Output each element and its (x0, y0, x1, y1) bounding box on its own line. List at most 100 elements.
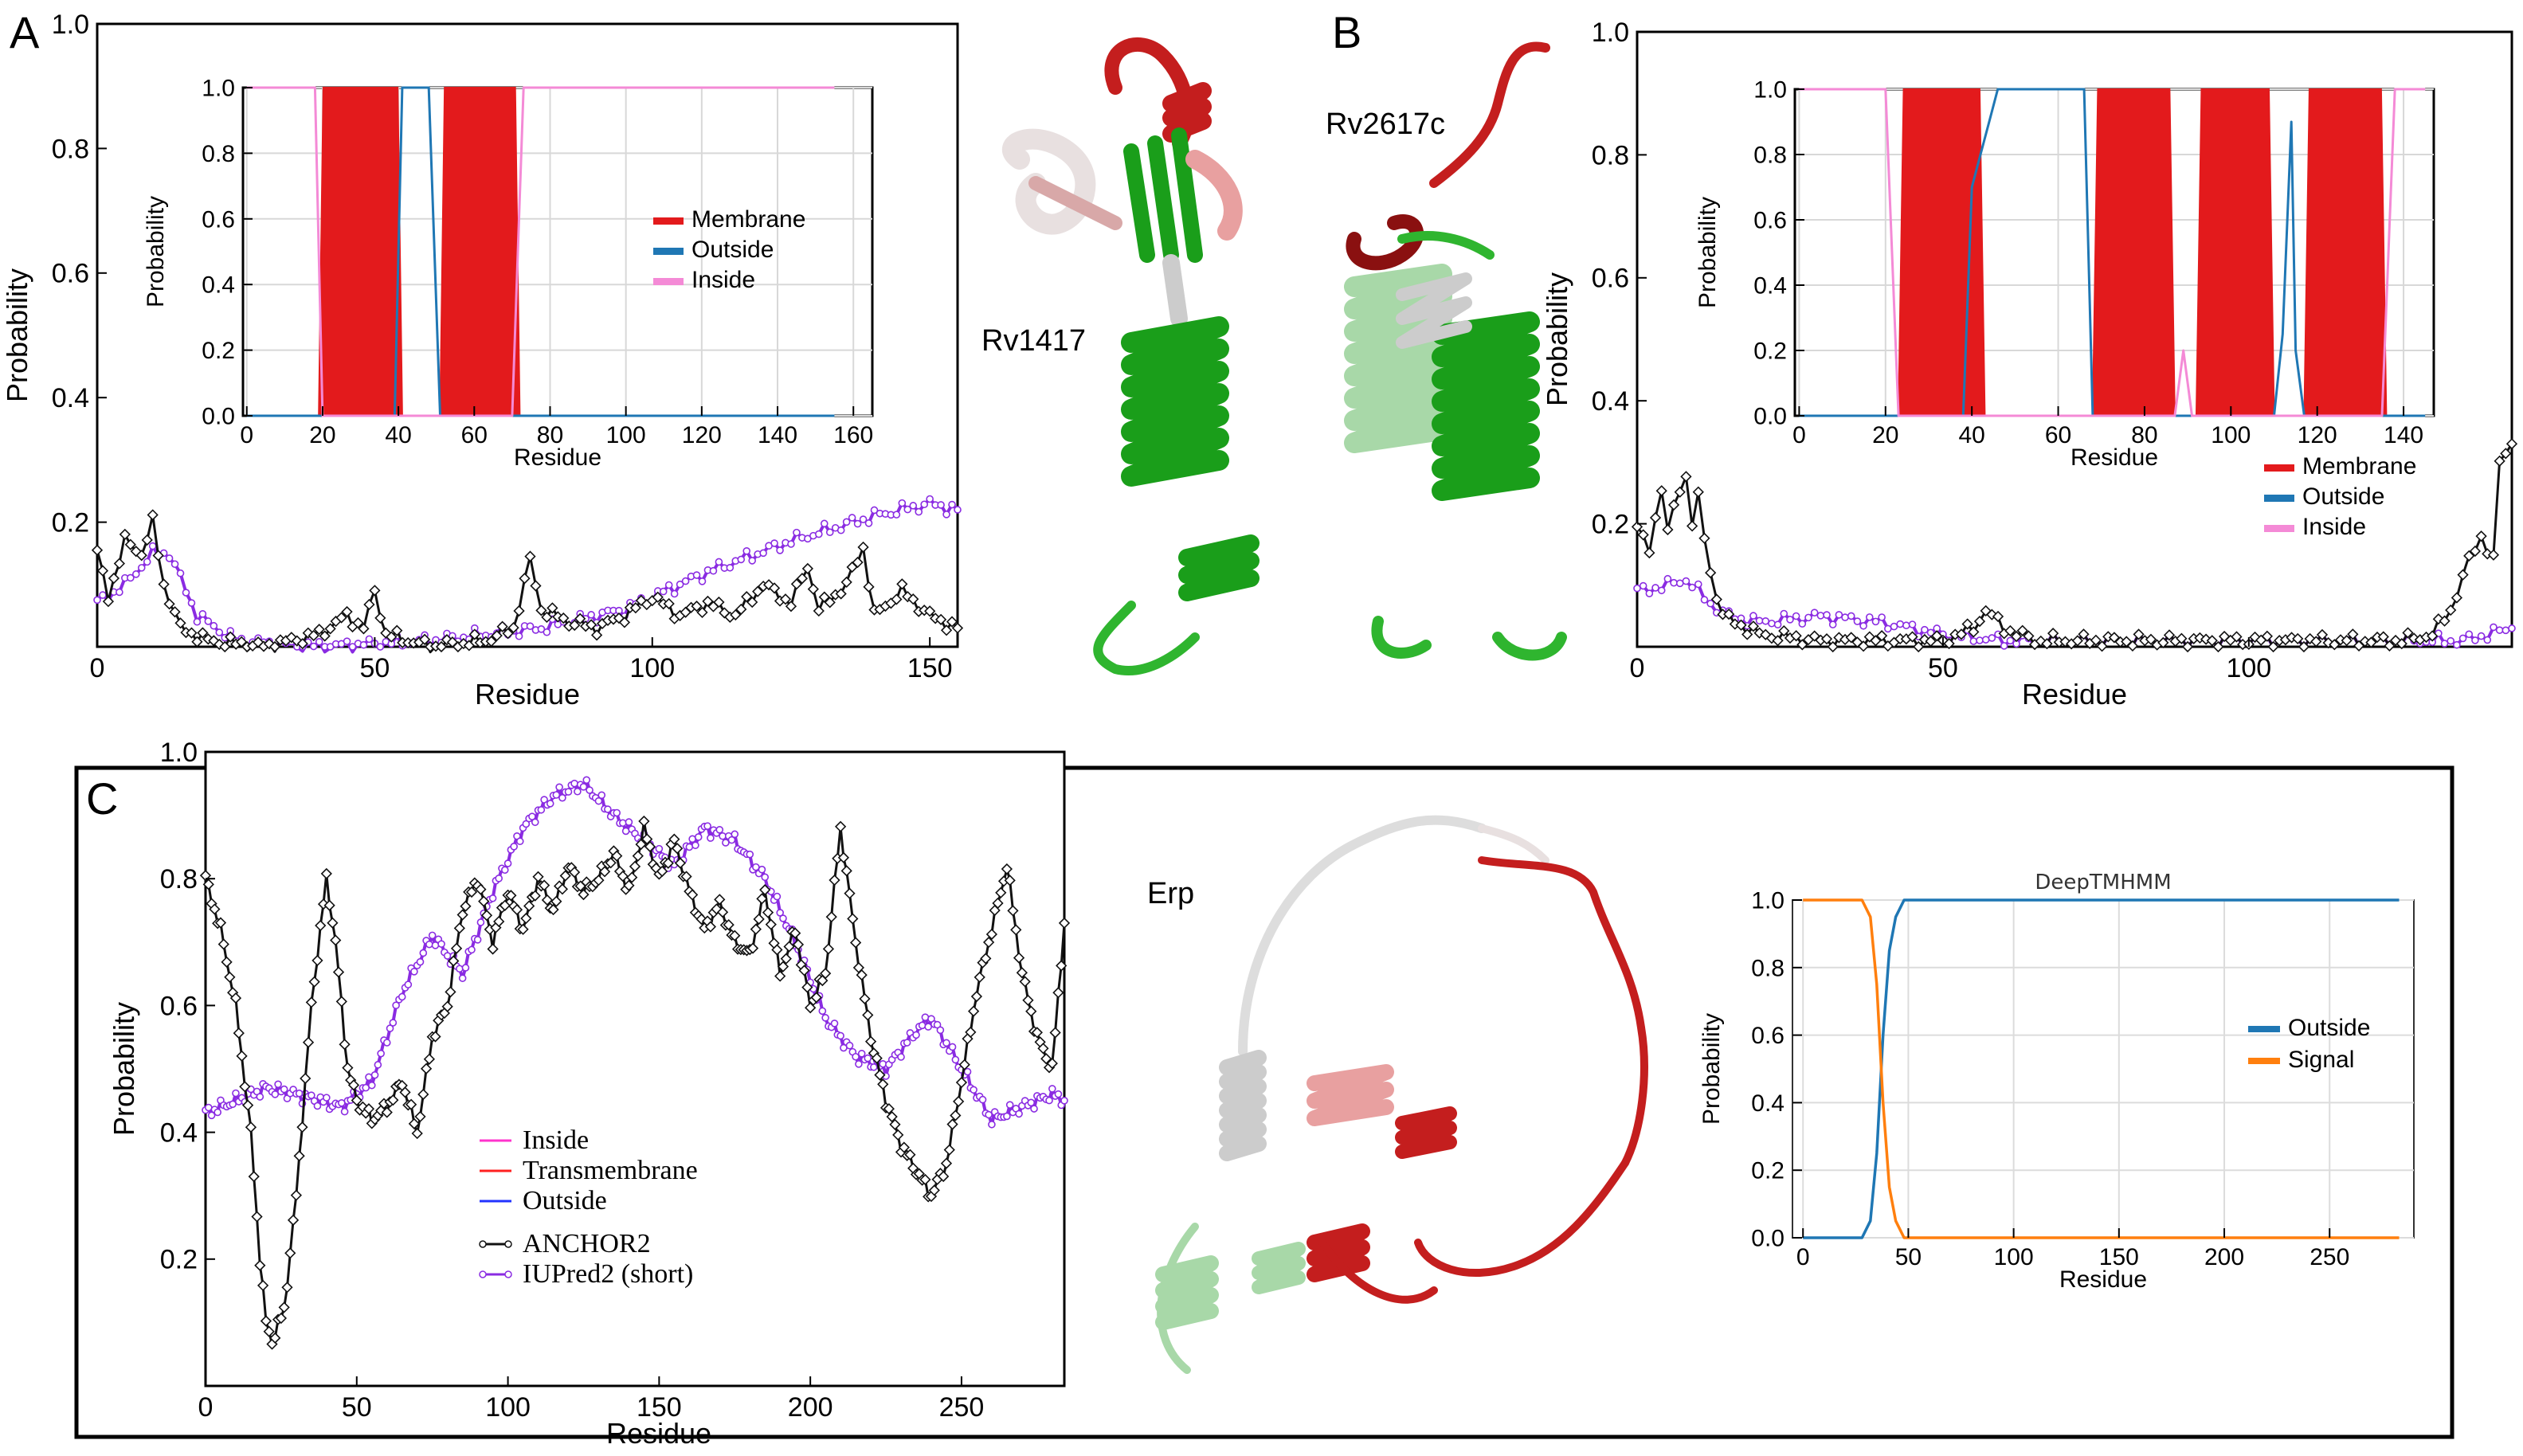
anchor2-marker (2487, 549, 2500, 561)
panel-letter-a: A (10, 7, 40, 57)
plot-frame (204, 750, 1066, 1388)
y-tick-label: 0.8 (1592, 140, 1629, 170)
anchor2-marker (902, 590, 914, 603)
x-tick-label: 50 (342, 1392, 372, 1423)
x-tick-label: 50 (359, 653, 390, 683)
iupred2-marker (425, 940, 433, 949)
anchor2-marker (1056, 960, 1068, 972)
x-tick-label: 160 (833, 422, 873, 448)
anchor2-marker (691, 600, 703, 613)
iupred2-marker (127, 573, 135, 582)
anchor2-marker (822, 943, 835, 955)
anchor2-marker (341, 605, 353, 618)
iupred2-marker (582, 776, 591, 785)
y-tick-label: 1.0 (1592, 18, 1629, 48)
anchor2-marker (898, 1141, 910, 1153)
iupred2-marker (698, 577, 707, 585)
anchor2-marker (928, 1184, 940, 1196)
anchor2-marker (1961, 618, 1973, 630)
legend-swatch (2264, 464, 2294, 472)
iupred2-marker (313, 1102, 322, 1110)
anchor2-marker (387, 1094, 399, 1106)
iupred2-marker (820, 519, 829, 528)
iupred2-marker (926, 495, 934, 503)
anchor2-marker (174, 617, 186, 629)
iupred2-marker (1688, 583, 1696, 592)
anchor2-marker (946, 1118, 958, 1130)
anchor2-marker (2035, 635, 2047, 648)
anchor2-marker (940, 624, 953, 636)
iupred2-marker (537, 805, 546, 814)
anchor2-marker (269, 1332, 281, 1344)
iupred2-marker (1780, 609, 1788, 618)
anchor2-marker (862, 1009, 874, 1021)
anchor2-marker (735, 603, 747, 616)
structure-rv1417 (1002, 37, 1260, 675)
iupred2-marker (1761, 616, 1770, 625)
anchor2-marker (568, 866, 581, 879)
iupred2-marker (727, 836, 736, 844)
outside-line (1799, 88, 2426, 417)
anchor2-marker (2396, 638, 2407, 650)
anchor2-marker (108, 572, 120, 585)
anchor2-marker (837, 851, 850, 863)
anchor2-marker (511, 903, 523, 916)
membrane-region (318, 87, 403, 417)
iupred2-marker (852, 1052, 860, 1061)
x-axis-label: Residue (514, 444, 601, 471)
iupred2-marker (343, 637, 351, 645)
legend-swatch (2264, 525, 2294, 532)
x-tick-label: 40 (385, 422, 411, 448)
anchor2-marker (1870, 635, 1882, 647)
anchor2-marker (300, 1072, 311, 1085)
iupred2-marker (1871, 617, 1880, 626)
anchor2-marker (1662, 523, 1674, 536)
iupred2-marker (546, 800, 554, 808)
anchor2-marker (214, 917, 227, 929)
x-tick-label: 80 (537, 422, 563, 448)
iupred2-marker (295, 1089, 304, 1098)
anchor2-marker (2126, 640, 2139, 652)
anchor2-marker (807, 583, 819, 595)
anchor2-marker (418, 633, 431, 645)
anchor2-marker (163, 598, 175, 610)
anchor2-marker (245, 1121, 257, 1133)
iupred2-marker (503, 859, 512, 867)
anchor2-marker (1643, 546, 1655, 559)
iupred2-marker (382, 1039, 391, 1047)
x-tick-label: 100 (2226, 653, 2271, 683)
iupred2-marker (954, 506, 962, 514)
anchor2-marker (1796, 639, 1808, 651)
iupred2-marker (726, 563, 735, 572)
iupred2-marker (1639, 581, 1647, 590)
anchor2-marker (970, 990, 983, 1003)
anchor2-marker (291, 635, 303, 647)
iupred2-marker (570, 779, 578, 788)
anchor2-marker (2108, 632, 2121, 644)
anchor2-marker (2402, 627, 2414, 639)
anchor2-marker (351, 1094, 362, 1106)
anchor2-marker (2475, 530, 2487, 542)
anchor2-marker (478, 895, 490, 907)
anchor2-marker (319, 630, 331, 642)
anchor2-marker (1680, 471, 1692, 483)
iupred2-marker (416, 957, 425, 966)
y-tick-label: 0.8 (202, 141, 235, 167)
anchor2-marker (668, 833, 680, 845)
iupred2-marker (1015, 1110, 1023, 1118)
anchor2-marker (1955, 628, 1968, 640)
anchor2-marker (347, 1079, 360, 1091)
iupred2-marker (818, 1007, 827, 1016)
x-tick-label: 100 (629, 653, 675, 683)
iupred2-marker (1902, 621, 1910, 630)
anchor2-marker (408, 1117, 421, 1129)
iupred2-marker (428, 931, 437, 940)
anchor2-marker (217, 938, 229, 950)
iupred2-marker (685, 843, 694, 851)
anchor2-marker (813, 605, 825, 617)
anchor2-marker (313, 624, 325, 636)
anchor2-marker (323, 899, 335, 911)
y-tick-label: 0.2 (1751, 1158, 1785, 1184)
iupred2-marker (655, 844, 664, 853)
iupred2-marker (1682, 577, 1690, 585)
